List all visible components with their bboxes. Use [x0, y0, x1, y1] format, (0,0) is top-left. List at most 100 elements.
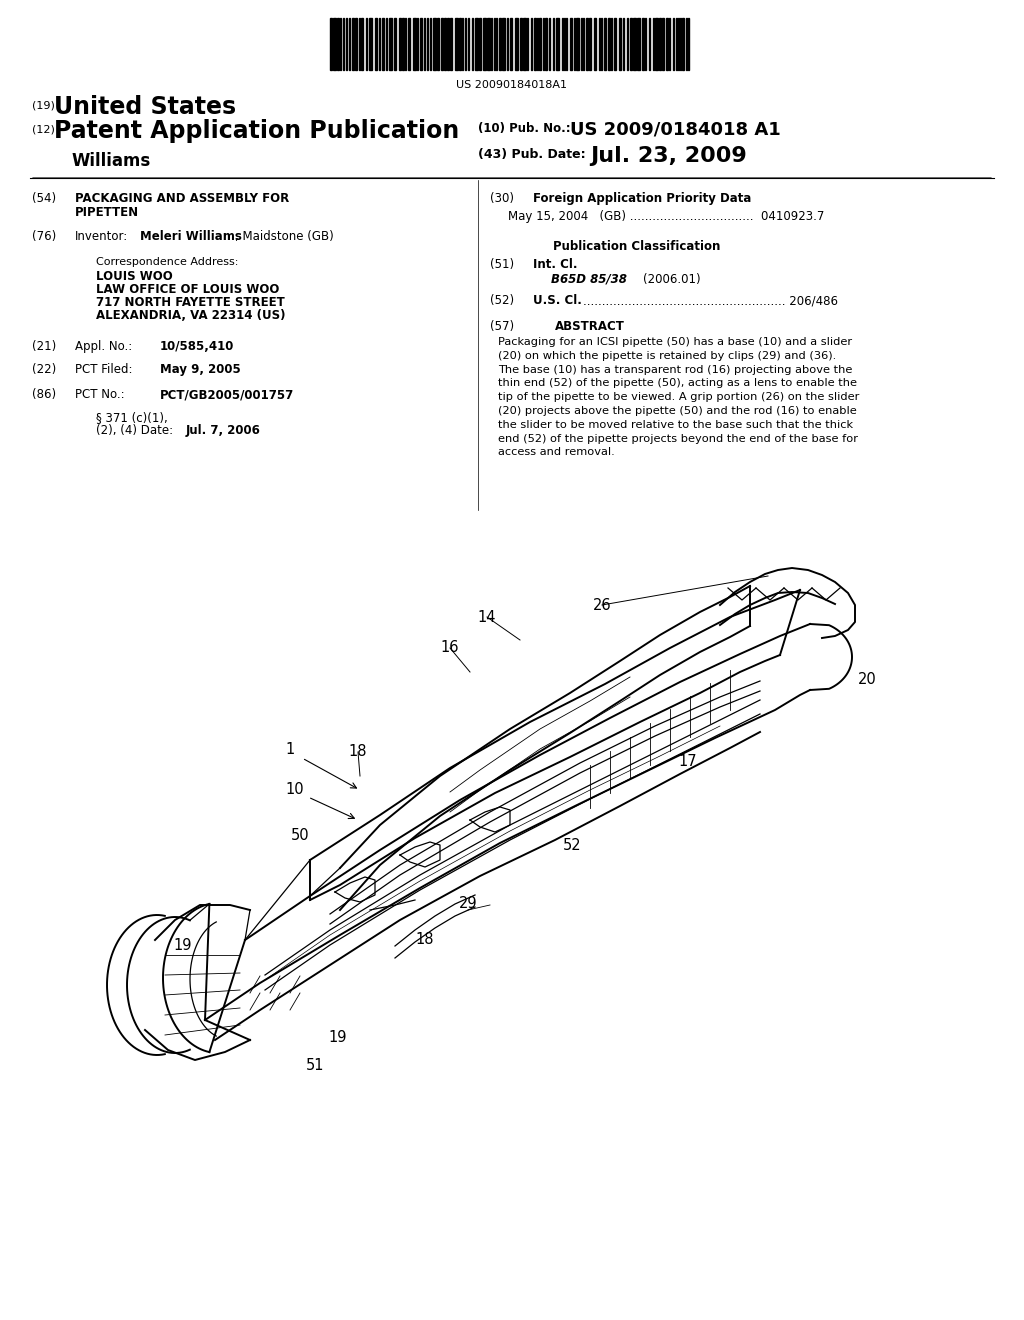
Text: (57): (57) — [490, 319, 514, 333]
Text: Publication Classification: Publication Classification — [553, 240, 720, 253]
Text: 29: 29 — [459, 895, 477, 911]
Bar — [459, 18, 461, 70]
Text: (19): (19) — [32, 100, 55, 110]
Text: end (52) of the pipette projects beyond the end of the base for: end (52) of the pipette projects beyond … — [498, 433, 858, 444]
Bar — [444, 18, 446, 70]
Bar — [662, 18, 664, 70]
Text: PCT No.:: PCT No.: — [75, 388, 125, 401]
Text: (30): (30) — [490, 191, 514, 205]
Text: (86): (86) — [32, 388, 56, 401]
Bar — [575, 18, 579, 70]
Bar — [420, 18, 422, 70]
Text: (22): (22) — [32, 363, 56, 376]
Text: The base (10) has a transparent rod (16) projecting above the: The base (10) has a transparent rod (16)… — [498, 364, 852, 375]
Text: B65D 85/38: B65D 85/38 — [551, 273, 627, 286]
Bar — [633, 18, 636, 70]
Bar — [399, 18, 401, 70]
Text: ALEXANDRIA, VA 22314 (US): ALEXANDRIA, VA 22314 (US) — [96, 309, 286, 322]
Text: Meleri Williams: Meleri Williams — [140, 230, 242, 243]
Text: (54): (54) — [32, 191, 56, 205]
Text: PCT Filed:: PCT Filed: — [75, 363, 132, 376]
Bar — [589, 18, 591, 70]
Bar — [570, 18, 572, 70]
Bar — [618, 18, 621, 70]
Text: US 2009/0184018 A1: US 2009/0184018 A1 — [570, 120, 780, 139]
Bar — [455, 18, 458, 70]
Text: ...................................................... 206/486: ........................................… — [583, 294, 838, 308]
Text: Packaging for an ICSI pipette (50) has a base (10) and a slider: Packaging for an ICSI pipette (50) has a… — [498, 337, 852, 347]
Text: (2006.01): (2006.01) — [643, 273, 700, 286]
Bar — [441, 18, 443, 70]
Bar — [433, 18, 436, 70]
Bar — [475, 18, 478, 70]
Text: 10/585,410: 10/585,410 — [160, 341, 234, 352]
Bar — [637, 18, 640, 70]
Text: 19: 19 — [174, 939, 193, 953]
Bar — [382, 18, 384, 70]
Text: 18: 18 — [349, 744, 368, 759]
Text: (52): (52) — [490, 294, 514, 308]
Text: tip of the pipette to be viewed. A grip portion (26) on the slider: tip of the pipette to be viewed. A grip … — [498, 392, 859, 403]
Bar — [604, 18, 606, 70]
Text: Appl. No.:: Appl. No.: — [75, 341, 132, 352]
Bar — [369, 18, 372, 70]
Text: § 371 (c)(1),: § 371 (c)(1), — [96, 411, 168, 424]
Text: (10) Pub. No.:: (10) Pub. No.: — [478, 121, 570, 135]
Text: Jul. 7, 2006: Jul. 7, 2006 — [186, 424, 261, 437]
Text: US 20090184018A1: US 20090184018A1 — [457, 81, 567, 90]
Text: 10: 10 — [286, 783, 304, 797]
Bar — [556, 18, 559, 70]
Text: Inventor:: Inventor: — [75, 230, 128, 243]
Bar — [608, 18, 610, 70]
Text: access and removal.: access and removal. — [498, 447, 614, 458]
Bar — [523, 18, 526, 70]
Bar — [586, 18, 588, 70]
Bar — [447, 18, 449, 70]
Bar — [389, 18, 392, 70]
Bar — [483, 18, 486, 70]
Text: Foreign Application Priority Data: Foreign Application Priority Data — [534, 191, 752, 205]
Bar — [515, 18, 518, 70]
Bar — [394, 18, 396, 70]
Text: May 15, 2004   (GB) .................................  0410923.7: May 15, 2004 (GB) ......................… — [508, 210, 824, 223]
Text: Jul. 23, 2009: Jul. 23, 2009 — [590, 147, 746, 166]
Bar — [630, 18, 632, 70]
Text: thin end (52) of the pipette (50), acting as a lens to enable the: thin end (52) of the pipette (50), actin… — [498, 379, 857, 388]
Bar — [655, 18, 658, 70]
Text: (43) Pub. Date:: (43) Pub. Date: — [478, 148, 586, 161]
Text: 20: 20 — [858, 672, 877, 688]
Bar — [487, 18, 490, 70]
Text: (76): (76) — [32, 230, 56, 243]
Bar — [361, 18, 362, 70]
Bar — [539, 18, 541, 70]
Text: (12): (12) — [32, 124, 55, 135]
Text: 18: 18 — [416, 932, 434, 948]
Text: Correspondence Address:: Correspondence Address: — [96, 257, 239, 267]
Text: PCT/GB2005/001757: PCT/GB2005/001757 — [160, 388, 294, 401]
Text: ABSTRACT: ABSTRACT — [555, 319, 625, 333]
Text: 19: 19 — [329, 1030, 347, 1044]
Text: the slider to be moved relative to the base such that the thick: the slider to be moved relative to the b… — [498, 420, 853, 430]
Text: (51): (51) — [490, 257, 514, 271]
Bar — [520, 18, 522, 70]
Bar — [479, 18, 481, 70]
Bar — [545, 18, 547, 70]
Text: 52: 52 — [562, 837, 582, 853]
Bar — [499, 18, 501, 70]
Bar — [402, 18, 404, 70]
Bar — [375, 18, 377, 70]
Text: Int. Cl.: Int. Cl. — [534, 257, 578, 271]
Text: , Maidstone (GB): , Maidstone (GB) — [234, 230, 334, 243]
Bar — [352, 18, 354, 70]
Bar — [510, 18, 512, 70]
Bar — [642, 18, 644, 70]
Text: (21): (21) — [32, 341, 56, 352]
Bar — [502, 18, 505, 70]
Text: (2), (4) Date:: (2), (4) Date: — [96, 424, 173, 437]
Bar — [666, 18, 668, 70]
Bar — [682, 18, 684, 70]
Bar — [408, 18, 410, 70]
Bar — [614, 18, 616, 70]
Text: 26: 26 — [593, 598, 611, 612]
Bar — [413, 18, 416, 70]
